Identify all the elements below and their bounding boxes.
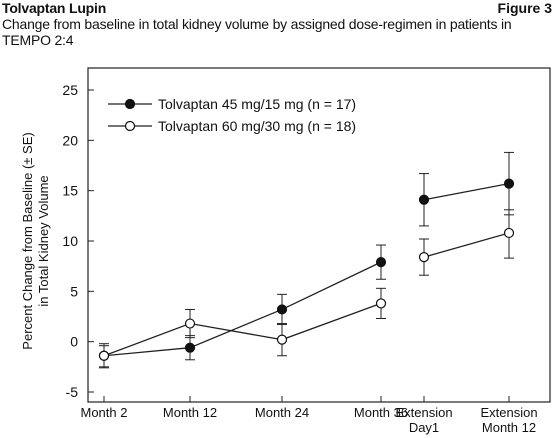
data-point-series-1 <box>276 304 288 315</box>
data-point-series-2 <box>276 334 288 345</box>
data-point-series-1 <box>503 178 515 189</box>
data-point-series-1 <box>375 257 387 268</box>
data-point-series-2 <box>98 350 110 361</box>
x-tick-label: Month 24 <box>255 405 309 420</box>
series-line-2 <box>103 302 382 357</box>
series-line-1 <box>103 261 382 357</box>
figure-label: Figure 3 <box>497 0 552 16</box>
x-tick-label: Extension Month 12 <box>480 405 537 435</box>
series-line-2 <box>423 232 510 258</box>
x-tick-label: Month 2 <box>81 405 128 420</box>
data-point-series-1 <box>184 342 196 353</box>
y-tick-label: 5 <box>70 283 78 299</box>
legend-label: Tolvaptan 60 mg/30 mg (n = 18) <box>158 118 356 134</box>
y-tick-label: 25 <box>62 82 78 98</box>
legend-marker <box>124 120 136 132</box>
y-tick-label: -5 <box>66 384 79 400</box>
x-tick-label: Month 12 <box>163 405 217 420</box>
y-axis-title: Percent Change from Baseline (± SE)in To… <box>20 132 51 349</box>
data-point-series-2 <box>184 318 196 329</box>
y-tick-label: 20 <box>62 132 78 148</box>
data-point-series-2 <box>418 252 430 263</box>
plot-frame <box>87 67 551 403</box>
legend-label: Tolvaptan 45 mg/15 mg (n = 17) <box>158 96 356 112</box>
x-tick-label: Extension Day1 <box>395 405 452 435</box>
series-line-1 <box>423 182 510 201</box>
data-point-series-1 <box>418 194 430 205</box>
y-tick-label: 15 <box>62 183 78 199</box>
x-tick-label: Month 36 <box>354 405 408 420</box>
drug-name: Tolvaptan Lupin <box>2 0 107 16</box>
figure-caption: Change from baseline in total kidney vol… <box>2 16 512 48</box>
y-tick-label: 10 <box>62 233 78 249</box>
y-tick-label: 0 <box>70 334 78 350</box>
data-point-series-2 <box>375 298 387 309</box>
data-point-series-2 <box>503 227 515 239</box>
legend-marker <box>124 98 136 110</box>
